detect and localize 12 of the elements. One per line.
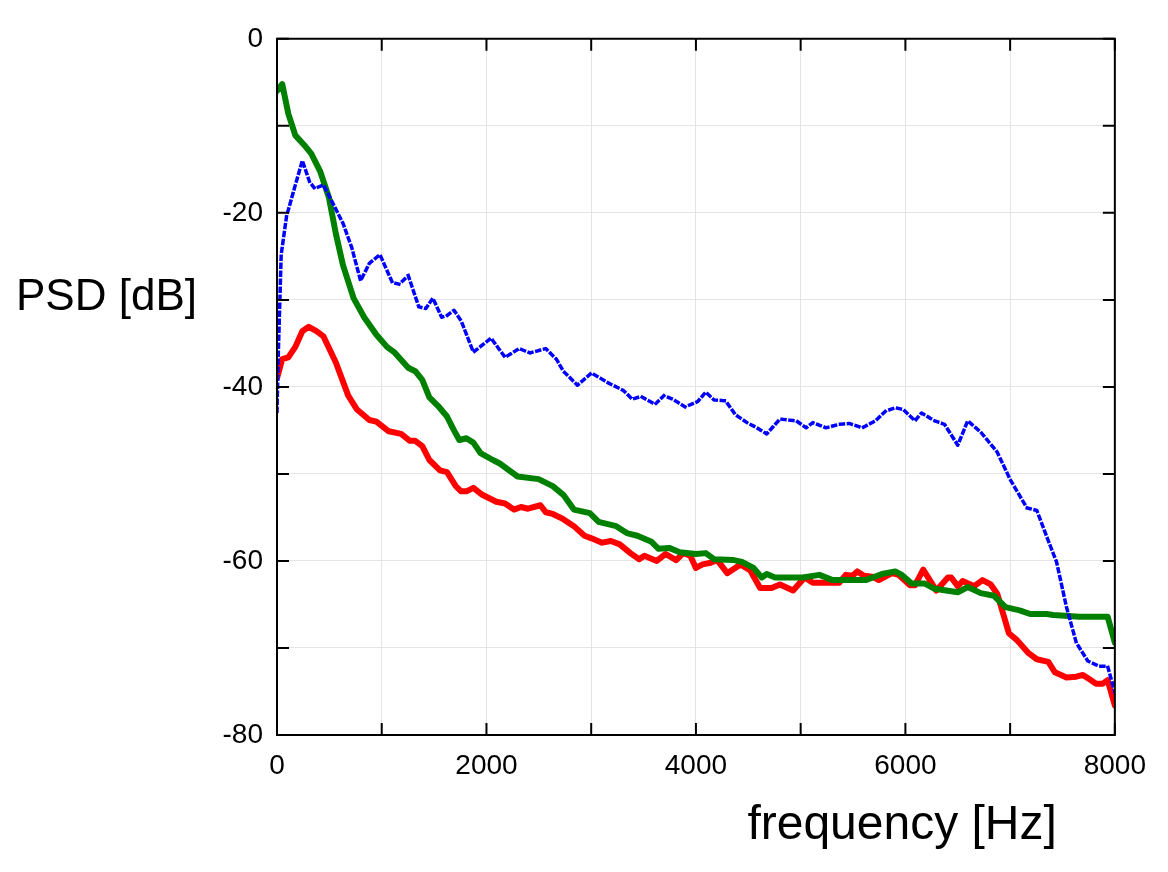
x-axis-title: frequency [Hz] <box>747 796 1057 850</box>
y-tick-label: -20 <box>222 195 263 227</box>
x-tick-label: 2000 <box>455 748 518 780</box>
y-tick-label: 0 <box>247 21 263 53</box>
x-tick-label: 4000 <box>664 748 728 780</box>
x-tick-label: 0 <box>269 748 285 780</box>
y-axis-title: PSD [dB] <box>16 270 197 320</box>
y-tick-label: -40 <box>222 369 263 401</box>
x-tick-label: 8000 <box>1083 748 1146 780</box>
y-tick-label: -60 <box>222 543 263 575</box>
x-tick-label: 6000 <box>874 748 937 780</box>
y-tick-label: -80 <box>222 717 263 749</box>
